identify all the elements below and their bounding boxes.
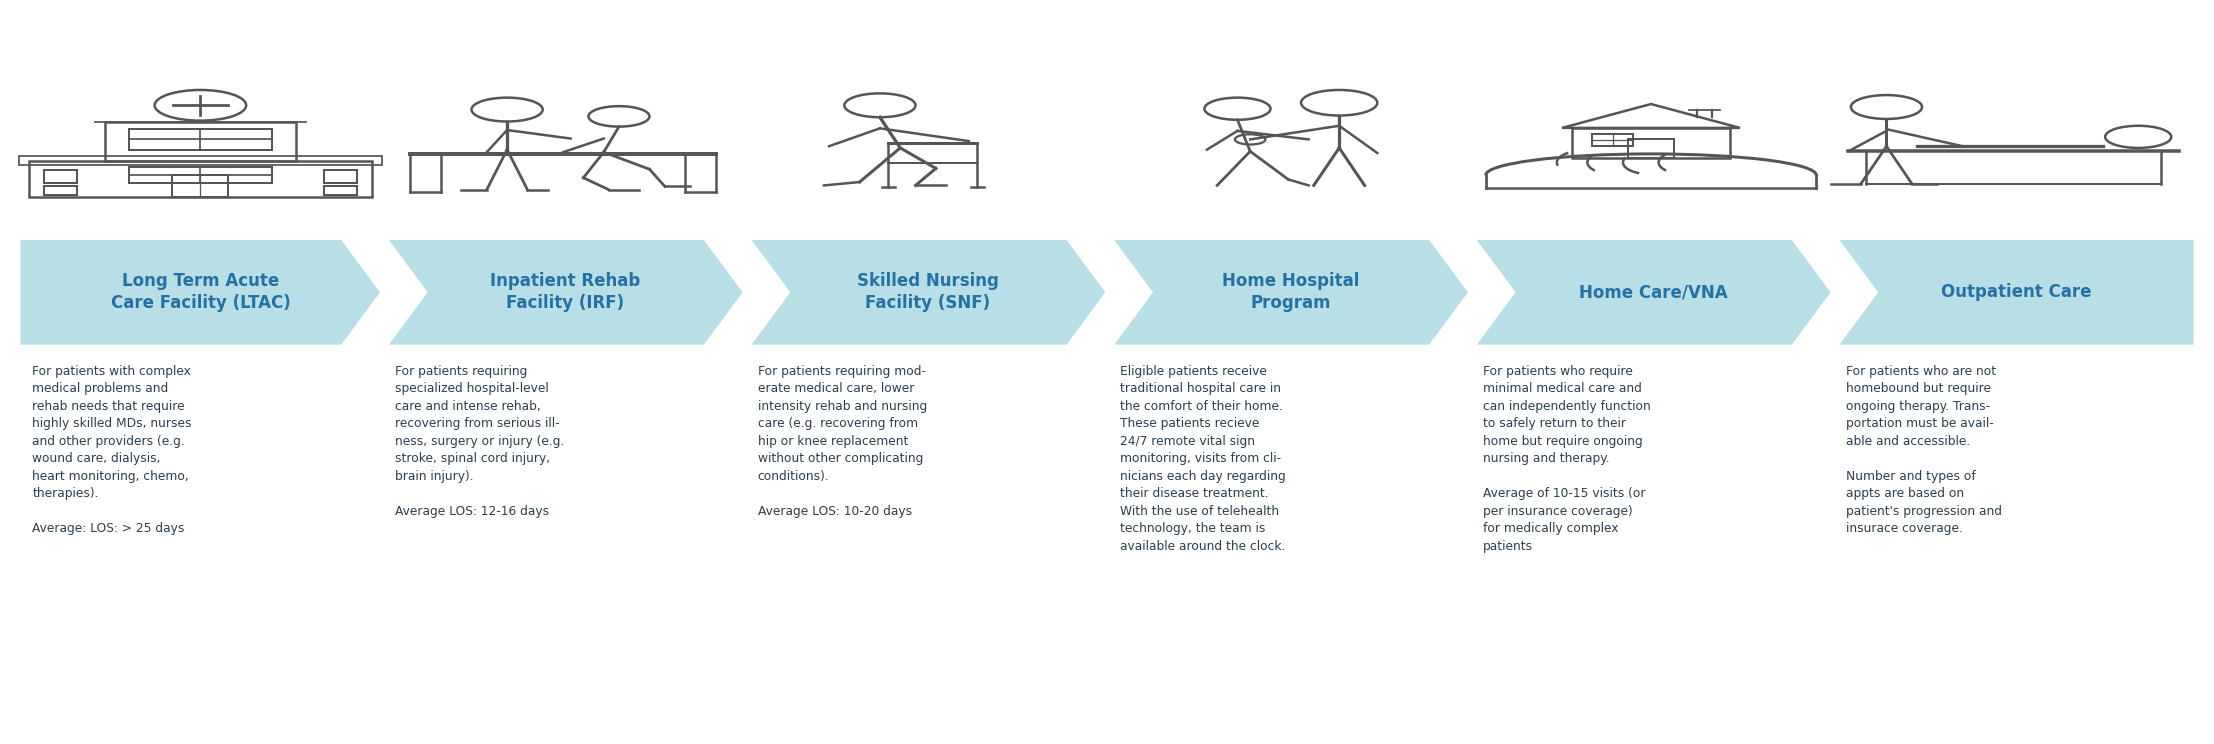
Text: Inpatient Rehab
Facility (IRF): Inpatient Rehab Facility (IRF) <box>489 272 640 312</box>
Text: Skilled Nursing
Facility (SNF): Skilled Nursing Facility (SNF) <box>857 272 999 312</box>
Bar <box>1592 134 1634 147</box>
Text: Outpatient Care: Outpatient Care <box>1939 283 2090 301</box>
Polygon shape <box>385 239 744 346</box>
Text: For patients who are not
homebound but require
ongoing therapy. Trans-
portation: For patients who are not homebound but r… <box>1846 365 2001 535</box>
Text: For patients requiring
specialized hospital-level
care and intense rehab,
recove: For patients requiring specialized hospi… <box>394 365 565 518</box>
Bar <box>323 186 356 195</box>
Polygon shape <box>748 239 1107 346</box>
Bar <box>18 156 383 165</box>
Bar <box>1572 128 1729 158</box>
Polygon shape <box>1475 239 1833 346</box>
Text: Home Care/VNA: Home Care/VNA <box>1579 283 1727 301</box>
Bar <box>44 186 77 195</box>
Bar <box>44 170 77 183</box>
Text: Eligible patients receive
traditional hospital care in
the comfort of their home: Eligible patients receive traditional ho… <box>1120 365 1286 553</box>
Bar <box>1627 139 1674 158</box>
Bar <box>128 129 272 150</box>
Polygon shape <box>1838 239 2194 346</box>
Text: For patients who require
minimal medical care and
can independently function
to : For patients who require minimal medical… <box>1483 365 1652 553</box>
Polygon shape <box>20 239 381 346</box>
Bar <box>128 167 272 183</box>
Bar <box>104 122 297 161</box>
Text: For patients with complex
medical problems and
rehab needs that require
highly s: For patients with complex medical proble… <box>33 365 193 535</box>
Bar <box>173 175 228 196</box>
Text: Home Hospital
Program: Home Hospital Program <box>1222 272 1359 312</box>
Polygon shape <box>1111 239 1470 346</box>
Bar <box>29 161 372 196</box>
Text: For patients requiring mod-
erate medical care, lower
intensity rehab and nursin: For patients requiring mod- erate medica… <box>757 365 928 518</box>
Bar <box>323 170 356 183</box>
Text: Long Term Acute
Care Facility (LTAC): Long Term Acute Care Facility (LTAC) <box>111 272 290 312</box>
